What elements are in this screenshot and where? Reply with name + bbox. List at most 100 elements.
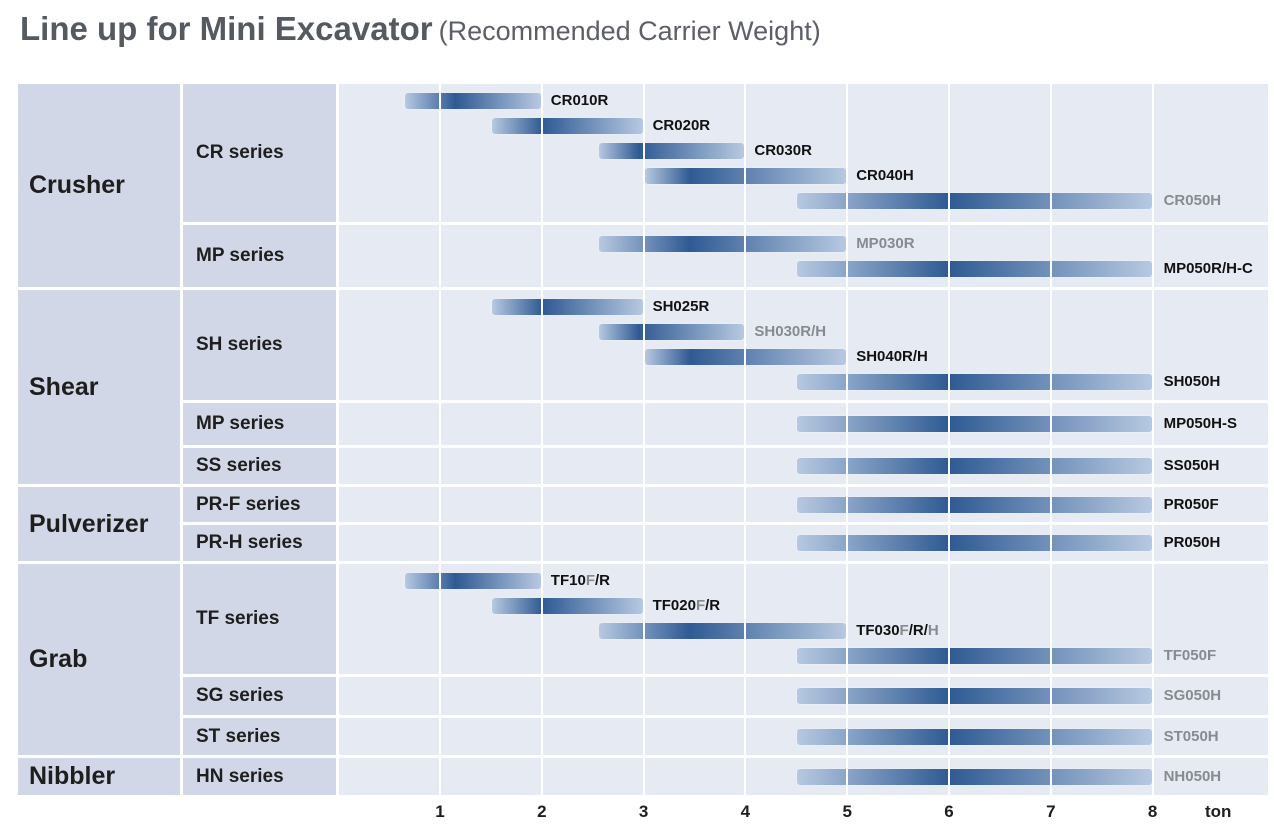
bar-label-part: TF050F xyxy=(1163,647,1217,664)
series-label-pr-h-series: PR-H series xyxy=(183,525,336,561)
bar-label: PR050H xyxy=(1164,534,1221,552)
range-bar xyxy=(796,415,1153,433)
category-label-crusher: Crusher xyxy=(18,84,180,287)
range-bar xyxy=(597,622,848,640)
bar-label-part: TF020 xyxy=(652,597,696,614)
bar-label-part: CR050H xyxy=(1163,192,1222,209)
bar-label: SH025R xyxy=(653,298,710,316)
x-tick-label: 1 xyxy=(435,802,445,821)
range-bar xyxy=(796,457,1153,475)
series-label-ss-series: SS series xyxy=(183,448,336,484)
range-bar xyxy=(597,235,848,253)
bar-label-part: CR030R xyxy=(754,142,812,159)
range-bar xyxy=(490,298,644,316)
gridline xyxy=(439,84,441,795)
range-bar xyxy=(796,260,1153,278)
bar-label: MP030R xyxy=(856,235,914,253)
bar-label-part: TF030 xyxy=(856,622,900,639)
x-unit-label: ton xyxy=(1205,802,1232,821)
range-bar xyxy=(597,323,746,341)
bar-label-part: /R/ xyxy=(908,622,928,639)
bar-label-part: PR050H xyxy=(1163,534,1221,551)
bar-label-part: F xyxy=(695,597,706,614)
bar-label-part: /R xyxy=(594,572,610,589)
bar-label-part: MP050H-S xyxy=(1163,415,1237,432)
bar-label-part: SG050H xyxy=(1163,687,1222,704)
gridline xyxy=(540,84,543,795)
range-bar xyxy=(597,142,746,160)
range-bar xyxy=(796,534,1153,552)
bar-label-part: PR050F xyxy=(1163,496,1219,513)
range-bar xyxy=(490,117,644,135)
series-label-mp-series: MP series xyxy=(183,403,336,445)
bar-label: MP050R/H-C xyxy=(1164,260,1253,278)
gridline xyxy=(744,84,747,795)
bar-label: CR050H xyxy=(1164,192,1222,210)
bar-label: SH040R/H xyxy=(856,348,928,366)
bar-label: SG050H xyxy=(1164,687,1222,705)
bar-label-part: SS050H xyxy=(1163,457,1220,474)
range-bar xyxy=(796,687,1153,705)
bar-label-part: CR020R xyxy=(652,117,711,134)
gridline xyxy=(948,84,950,795)
range-bar xyxy=(796,496,1153,514)
bar-label-part: F xyxy=(585,572,595,589)
bar-label-part: TF10 xyxy=(550,572,586,589)
bar-label-part: SH040R/H xyxy=(856,348,928,365)
range-bar xyxy=(404,572,542,590)
series-label-sh-series: SH series xyxy=(183,290,336,400)
bar-label-part: SH050H xyxy=(1163,373,1221,390)
bar-label-part: ST050H xyxy=(1163,728,1219,745)
bar-label: TF10F/R xyxy=(551,572,610,590)
bar-label: TF030F/R/H xyxy=(856,622,939,640)
range-bar xyxy=(404,92,542,110)
bar-label: CR040H xyxy=(856,167,914,185)
bar-label-part: /R xyxy=(705,597,721,614)
x-tick-label: 5 xyxy=(842,802,852,821)
series-label-tf-series: TF series xyxy=(183,564,336,674)
bar-label-part: MP030R xyxy=(856,235,915,252)
series-label-cr-series: CR series xyxy=(183,84,336,222)
x-tick-label: 3 xyxy=(638,802,649,821)
bar-label: CR030R xyxy=(754,142,812,160)
chart-title-main: Line up for Mini Excavator xyxy=(20,10,433,47)
gridline xyxy=(642,84,645,795)
chart-title-sub: (Recommended Carrier Weight) xyxy=(438,16,821,46)
range-bar xyxy=(796,373,1153,391)
category-label-grab: Grab xyxy=(18,564,180,755)
series-label-sg-series: SG series xyxy=(183,677,336,715)
bar-label: TF020F/R xyxy=(653,597,721,615)
gridline xyxy=(1151,84,1154,795)
x-tick-label: 7 xyxy=(1046,802,1056,821)
series-label-hn-series: HN series xyxy=(183,758,336,795)
x-tick-label: 6 xyxy=(944,802,954,821)
bar-label: SH030R/H xyxy=(754,323,826,341)
bar-label-part: CR040H xyxy=(856,167,914,184)
bar-label-part: SH025R xyxy=(652,298,710,315)
bar-label: PR050F xyxy=(1164,496,1219,514)
series-label-pr-f-series: PR-F series xyxy=(183,487,336,522)
bar-label: CR010R xyxy=(551,92,609,110)
x-tick-label: 2 xyxy=(537,802,547,821)
range-bar xyxy=(796,768,1153,786)
category-label-nibbler: Nibbler xyxy=(18,758,180,795)
bar-label: CR020R xyxy=(653,117,711,135)
range-bar xyxy=(796,647,1153,665)
category-label-shear: Shear xyxy=(18,290,180,484)
bar-label: TF050F xyxy=(1164,647,1217,665)
bar-label-part: F xyxy=(899,622,909,639)
series-label-st-series: ST series xyxy=(183,718,336,755)
bar-label-part: NH050H xyxy=(1163,768,1222,785)
bar-label: SS050H xyxy=(1164,457,1220,475)
bar-label-part: SH030R/H xyxy=(754,323,827,340)
chart-title: Line up for Mini Excavator (Recommended C… xyxy=(20,10,821,48)
x-tick-label: 8 xyxy=(1147,802,1158,821)
bar-label: MP050H-S xyxy=(1164,415,1237,433)
series-label-mp-series: MP series xyxy=(183,225,336,287)
range-bar xyxy=(796,192,1153,210)
gridline xyxy=(1049,84,1052,795)
x-tick-label: 4 xyxy=(740,802,751,821)
range-bar xyxy=(796,728,1153,746)
bar-label-part: CR010R xyxy=(550,92,609,109)
category-label-pulverizer: Pulverizer xyxy=(18,487,180,561)
